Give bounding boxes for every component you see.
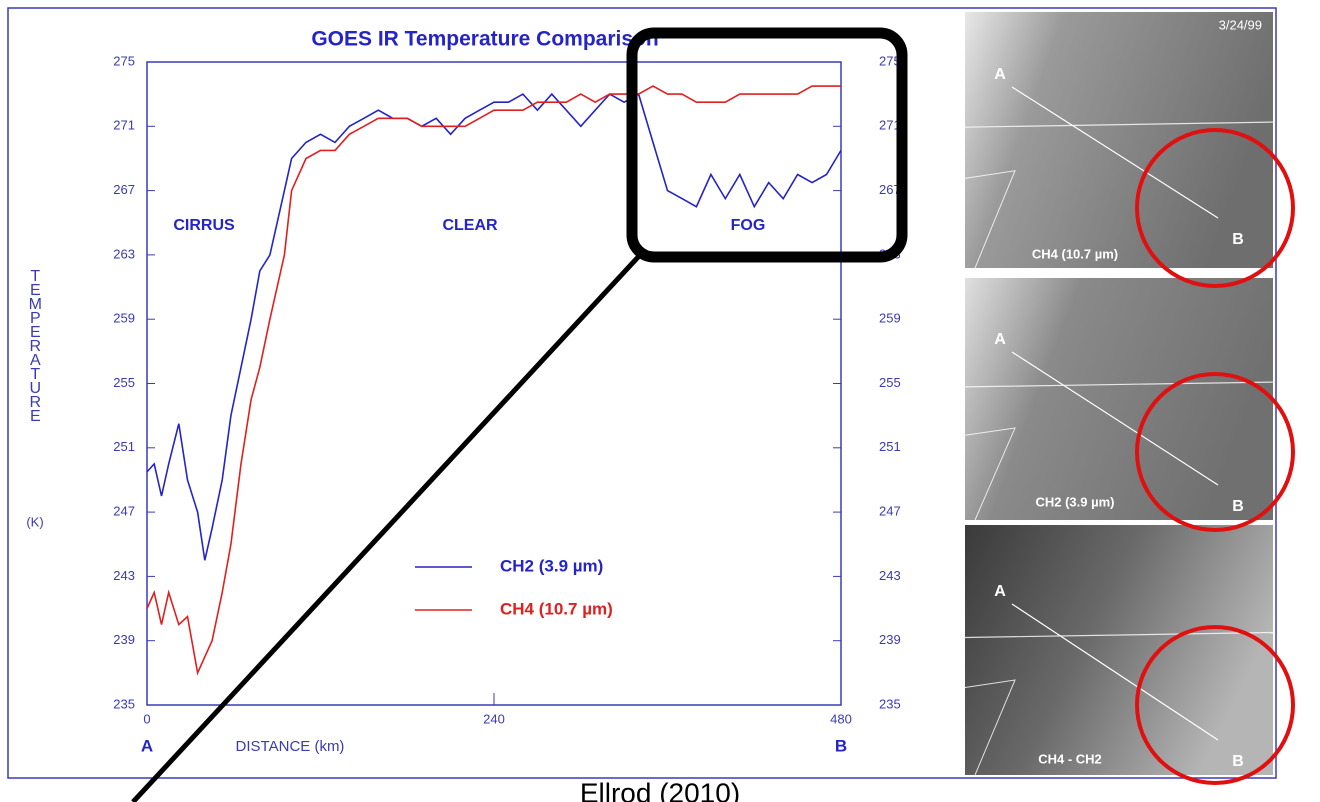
y-tick-label: 243: [113, 568, 135, 583]
channel-label: CH4 - CH2: [1038, 751, 1102, 766]
point-label: B: [1232, 753, 1244, 770]
point-label: B: [1232, 231, 1244, 248]
y-axis-label: TEMPERATURE: [27, 268, 44, 422]
channel-label: CH4 (10.7 µm): [1032, 246, 1118, 261]
y-axis-unit: (K): [26, 514, 43, 529]
legend-label: CH2 (3.9 µm): [500, 556, 603, 575]
point-label: A: [994, 66, 1006, 83]
caption: Ellrod (2010): [580, 777, 740, 802]
y2-tick-label: 239: [879, 632, 901, 647]
legend-label: CH4 (10.7 µm): [500, 599, 613, 618]
satellite-image: [965, 12, 1273, 268]
y-tick-label: 239: [113, 632, 135, 647]
y-tick-label: 275: [113, 53, 135, 68]
y2-tick-label: 255: [879, 375, 901, 390]
page: {"chart_data": {"type": "line", "title":…: [0, 0, 1320, 802]
region-label: CIRRUS: [173, 217, 235, 234]
figure: GOES IR Temperature Comparison DISTANCE …: [0, 0, 1320, 802]
region-label: FOG: [731, 217, 766, 234]
y-tick-label: 247: [113, 504, 135, 519]
y-tick-label: 251: [113, 439, 135, 454]
y-tick-label: 235: [113, 696, 135, 711]
satellite-image: [965, 278, 1273, 520]
end-label: A: [141, 736, 153, 755]
region-label: CLEAR: [442, 217, 498, 234]
y-tick-label: 259: [113, 311, 135, 326]
point-label: A: [994, 331, 1006, 348]
y-tick-label: 271: [113, 118, 135, 133]
y2-tick-label: 247: [879, 504, 901, 519]
y2-tick-label: 243: [879, 568, 901, 583]
end-label: B: [835, 736, 847, 755]
channel-label: CH2 (3.9 µm): [1035, 494, 1114, 509]
satellite-panels: A B CH4 (10.7 µm) 3/24/99 A B CH2 (3.9 µm) A B CH…: [965, 12, 1273, 775]
x-tick-label: 0: [143, 711, 150, 726]
y-tick-label: 255: [113, 375, 135, 390]
y-tick-label: 267: [113, 182, 135, 197]
satellite-image: [965, 525, 1273, 775]
x-axis-label: DISTANCE (km): [236, 738, 345, 755]
y2-tick-label: 259: [879, 311, 901, 326]
y2-tick-label: 251: [879, 439, 901, 454]
point-label: A: [994, 583, 1006, 600]
x-tick-label: 480: [830, 711, 852, 726]
chart-title: GOES IR Temperature Comparison: [311, 28, 658, 51]
y2-tick-label: 235: [879, 696, 901, 711]
image-date: 3/24/99: [1219, 17, 1262, 32]
y-tick-label: 263: [113, 246, 135, 261]
point-label: B: [1232, 498, 1244, 515]
x-tick-label: 240: [483, 711, 505, 726]
